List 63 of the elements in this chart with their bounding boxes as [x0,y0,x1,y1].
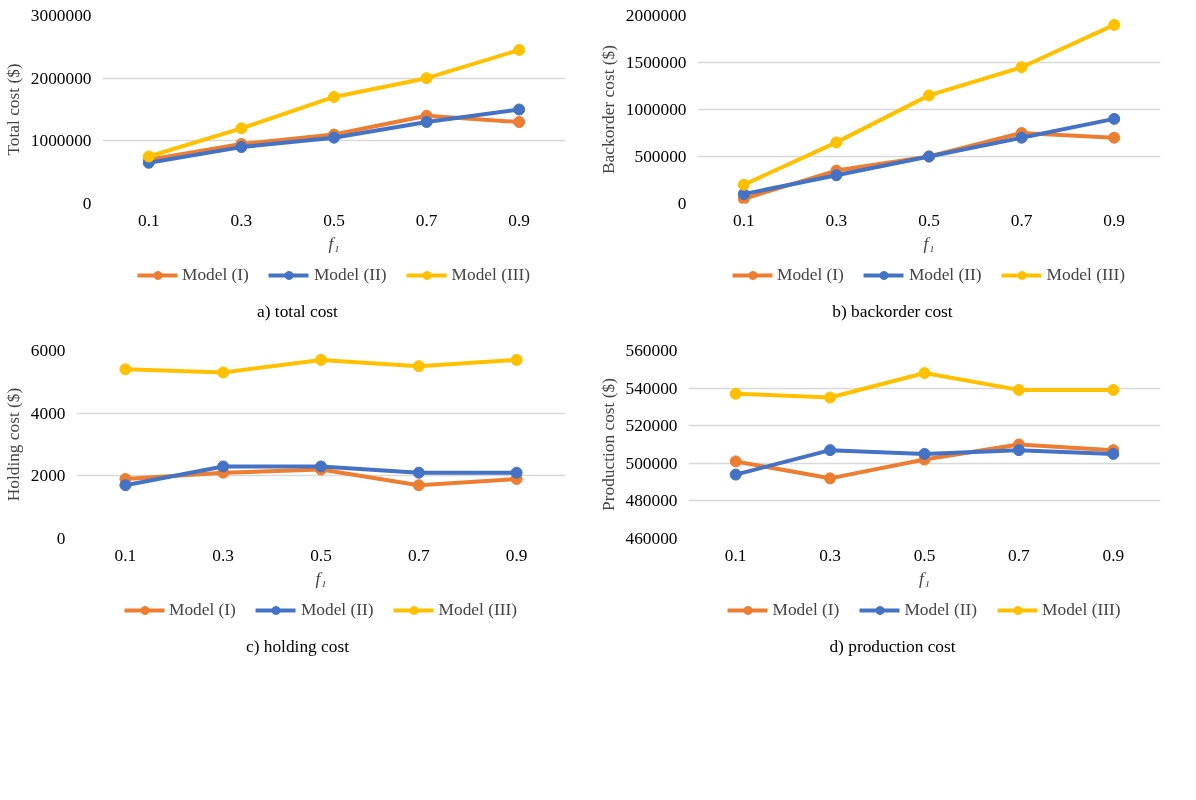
x-tick-label: 0.3 [230,210,253,230]
text: a) total cost [257,301,338,323]
y-axis-title: Backorder cost ($) [598,44,618,174]
y-tick-label: 480000 [625,491,678,511]
y-tick-label: 560000 [625,341,678,360]
y-tick-label: 460000 [625,529,678,548]
y-tick-label: 2000000 [30,68,92,88]
x-axis-title: f₁ [328,233,340,253]
x-tick-label: 0.3 [819,545,841,565]
x-tick-label: 0.3 [212,545,235,565]
x-tick-label: 0.3 [825,210,848,230]
legend-label: Model (III) [451,265,530,285]
y-tick-label: 3000000 [30,6,92,25]
x-tick-label: 0.5 [310,545,332,565]
text: b) backorder cost [832,301,953,323]
y-tick-label: 1500000 [625,53,687,72]
x-tick-label: 0.9 [1103,210,1126,230]
y-tick-label: 0 [82,194,92,213]
legend-label: Model (II) [904,600,978,620]
x-tick-label: 0.9 [505,545,528,565]
x-tick-label: 0.5 [913,545,936,565]
x-tick-label: 0.1 [732,210,755,230]
legend-label: Model (II) [908,265,982,285]
x-tick-label: 0.7 [407,545,430,565]
legend-label: Model (II) [313,265,387,285]
y-tick-label: 540000 [625,378,678,398]
y-axis-title: Holding cost ($) [3,387,23,502]
x-tick-label: 0.5 [323,210,345,230]
x-tick-label: 0.1 [137,210,160,230]
legend-label: Model (I) [777,265,844,285]
y-tick-label: 520000 [625,416,678,436]
text: c) holding cost [246,636,349,658]
y-tick-label: 2000000 [625,6,687,25]
legend-label: Model (I) [182,265,249,285]
x-tick-label: 0.7 [415,210,438,230]
y-axis-title: Total cost ($) [3,63,23,156]
legend-label: Model (III) [1046,265,1125,285]
y-tick-label: 4000 [30,403,66,423]
x-tick-label: 0.9 [508,210,531,230]
legend-label: Model (III) [438,600,517,620]
y-tick-label: 1000000 [30,131,92,151]
x-axis-title: f₁ [923,233,935,253]
x-tick-label: 0.9 [1102,545,1125,565]
x-tick-label: 0.1 [114,545,137,565]
x-tick-label: 0.7 [1008,545,1031,565]
legend-label: Model (III) [1042,600,1121,620]
text: d) production cost [829,636,956,658]
x-axis-title: f₁ [315,568,327,588]
legend-label: Model (I) [772,600,840,620]
x-tick-label: 0.1 [724,545,747,565]
x-axis-title: f₁ [919,568,930,588]
x-tick-label: 0.5 [918,210,940,230]
y-tick-label: 1000000 [625,100,687,119]
y-tick-label: 0 [56,529,66,548]
x-tick-label: 0.7 [1010,210,1033,230]
y-tick-label: 2000 [30,466,66,486]
legend-label: Model (I) [169,600,236,620]
y-tick-label: 500000 [634,147,687,166]
legend-label: Model (II) [300,600,374,620]
y-tick-label: 6000 [30,341,66,360]
y-tick-label: 500000 [625,453,678,473]
y-tick-label: 0 [677,194,687,213]
y-axis-title: Production cost ($) [598,377,618,511]
